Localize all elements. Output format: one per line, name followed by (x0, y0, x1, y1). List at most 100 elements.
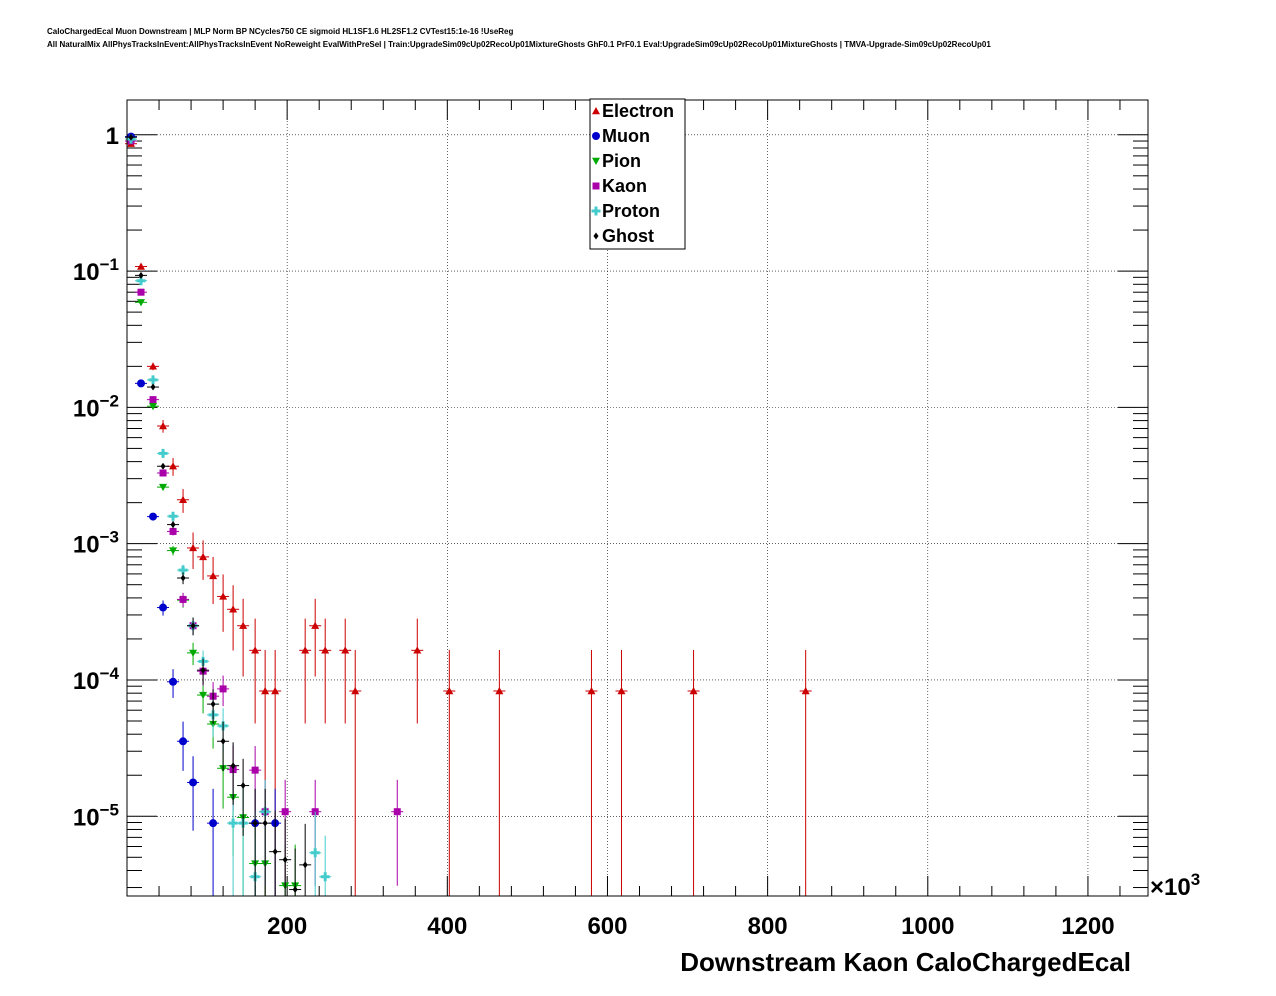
data-point (341, 646, 350, 654)
axis-ticks (127, 100, 1148, 896)
legend-box (589, 98, 686, 250)
data-point (210, 700, 216, 708)
data-point (199, 552, 208, 561)
legend-label: Ghost (602, 226, 654, 246)
x-tick-label: 400 (427, 913, 467, 940)
series-ghost (125, 133, 312, 896)
legend-label: Muon (602, 126, 650, 146)
data-point (179, 495, 188, 503)
data-point (159, 469, 167, 477)
y-tick-label: 10−3 (73, 528, 119, 559)
data-point (251, 766, 259, 774)
legend-marker (592, 182, 600, 190)
data-point (200, 666, 206, 674)
data-point (292, 886, 298, 894)
data-point (189, 778, 198, 787)
data-point (190, 622, 196, 630)
data-point (393, 808, 401, 816)
y-tick-label: 1 (106, 123, 119, 150)
y-tick-label: 10−5 (73, 800, 119, 831)
x-multiplier-label: ×103 (1150, 870, 1200, 901)
header-line-2: All NaturalMix AllPhysTracksInEvent:AllP… (47, 40, 991, 49)
data-point (168, 511, 178, 521)
y-tick-label: 10−2 (73, 391, 119, 422)
data-point (169, 547, 178, 555)
series-layer (125, 132, 812, 896)
data-point (229, 605, 238, 613)
data-point (689, 686, 698, 695)
legend-label: Electron (602, 101, 674, 121)
data-point (148, 375, 158, 385)
data-point (138, 271, 144, 279)
data-point (149, 396, 157, 404)
x-tick-label: 1000 (901, 913, 954, 940)
data-point (149, 362, 158, 370)
data-point (282, 856, 288, 864)
legend-marker (592, 107, 600, 115)
legend-marker (592, 132, 600, 140)
x-tick-label: 1200 (1061, 913, 1114, 940)
data-point (128, 133, 134, 141)
data-point (150, 383, 156, 391)
axis-labels: 200 400 600 800 1000 1200 1 10−1 10−2 10−3 10−4 10−… (73, 123, 1200, 977)
data-point (587, 686, 596, 695)
data-point (189, 649, 198, 657)
data-point (310, 848, 320, 858)
data-point (445, 686, 454, 695)
x-tick-label: 200 (267, 913, 307, 940)
data-point (228, 818, 238, 828)
y-tick-label: 10−1 (73, 255, 119, 286)
data-point (209, 571, 218, 580)
data-point (302, 861, 308, 869)
data-point (149, 512, 158, 521)
data-point (136, 276, 146, 286)
legend-label: Pion (602, 151, 641, 171)
data-point (160, 462, 166, 470)
data-point (137, 288, 145, 296)
data-point (137, 299, 146, 307)
legend: Electron Muon Pion Kaon Proton Ghost (589, 98, 686, 250)
data-point (149, 403, 158, 411)
series-kaon (125, 137, 404, 886)
legend-label: Proton (602, 201, 660, 221)
data-point (180, 574, 186, 582)
data-point (220, 737, 226, 745)
data-point (169, 527, 177, 535)
legend-label: Kaon (602, 176, 647, 196)
x-axis-title: Downstream Kaon CaloChargedEcal (680, 947, 1131, 977)
data-point (209, 819, 218, 828)
y-tick-label: 10−4 (73, 664, 120, 695)
data-point (311, 621, 320, 629)
data-point (252, 819, 258, 827)
data-point (251, 646, 260, 654)
data-point (801, 686, 810, 695)
data-point (158, 448, 168, 458)
data-point (137, 262, 146, 270)
data-point (320, 872, 330, 882)
data-point (495, 686, 504, 695)
data-point (230, 762, 236, 770)
data-point (170, 521, 176, 529)
x-tick-label: 600 (587, 913, 627, 940)
data-point (271, 686, 280, 695)
x-tick-label: 800 (748, 913, 788, 940)
data-point (351, 686, 360, 695)
data-point (159, 422, 168, 430)
data-point (617, 686, 626, 695)
series-electron (125, 139, 812, 896)
data-point (199, 691, 208, 700)
data-point (179, 595, 187, 603)
data-point (179, 737, 188, 746)
data-point (137, 379, 146, 388)
data-point (189, 543, 198, 552)
data-point (178, 565, 188, 575)
data-point (272, 848, 278, 856)
data-point (169, 677, 178, 686)
legend-marker (593, 232, 599, 240)
data-point (169, 462, 178, 470)
series-muon (125, 132, 282, 896)
header-line-1: CaloChargedEcal Muon Downstream | MLP No… (47, 27, 514, 36)
legend-marker (592, 157, 600, 165)
data-point (321, 646, 330, 654)
